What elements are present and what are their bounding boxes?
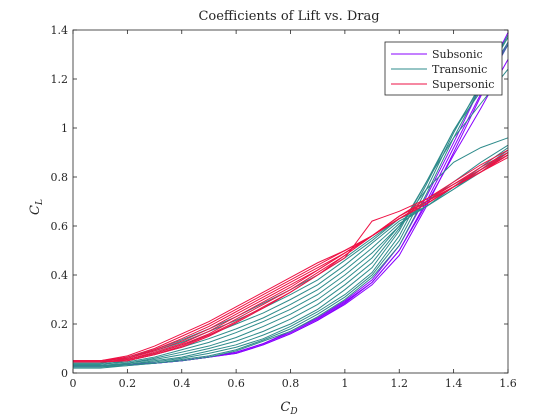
tick-label-layer: 0 0.2 0.4 0.6 0.8 1 1.2 1.4 1.6 0 0.2 0.4 0.6 0.8 1 1.2… xyxy=(51,24,517,390)
x-tick-label: 0.6 xyxy=(227,377,245,390)
legend-label-supersonic: Supersonic xyxy=(432,78,494,91)
x-tick-label: 0 xyxy=(70,377,77,390)
axes-layer xyxy=(72,29,509,374)
y-tick-label: 0.8 xyxy=(51,171,69,184)
legend-label-subsonic: Subsonic xyxy=(432,48,483,61)
series-line-supersonic-8 xyxy=(73,149,509,363)
chart-title: Coefficients of Lift vs. Drag xyxy=(198,9,379,24)
y-tick-label: 1 xyxy=(61,122,68,135)
x-tick-label: 0.4 xyxy=(173,377,191,390)
y-tick-label: 0.6 xyxy=(51,220,69,233)
series-line-supersonic-5 xyxy=(73,154,509,363)
y-tick-label: 0.2 xyxy=(51,318,69,331)
series-line-supersonic-4 xyxy=(73,154,509,362)
y-tick-label: 0 xyxy=(61,367,68,380)
series-line-transonic-5 xyxy=(73,68,509,367)
series-line-transonic-4 xyxy=(73,44,509,367)
series-line-transonic-7 xyxy=(73,144,509,365)
series-line-transonic-2 xyxy=(73,37,509,368)
series-supersonic xyxy=(73,149,509,363)
x-tick-label: 0.2 xyxy=(119,377,137,390)
legend-label-transonic: Transonic xyxy=(432,63,487,76)
y-tick-label: 1.2 xyxy=(51,73,69,86)
x-axis-title: CD xyxy=(280,400,297,417)
legend: Subsonic Transonic Supersonic xyxy=(384,41,503,96)
x-tick-label: 1 xyxy=(341,377,348,390)
series-line-transonic-6 xyxy=(73,137,509,367)
x-tick-label: 0.8 xyxy=(282,377,300,390)
x-tick-label: 1.4 xyxy=(445,377,463,390)
series-line-supersonic-6 xyxy=(73,152,509,363)
y-tick-label: 1.4 xyxy=(51,24,69,37)
series-layer xyxy=(73,32,509,369)
x-tick-label: 1.6 xyxy=(499,377,517,390)
x-tick-label: 1.2 xyxy=(391,377,409,390)
y-tick-label: 0.4 xyxy=(51,269,69,282)
y-axis-title: CL xyxy=(28,199,45,215)
